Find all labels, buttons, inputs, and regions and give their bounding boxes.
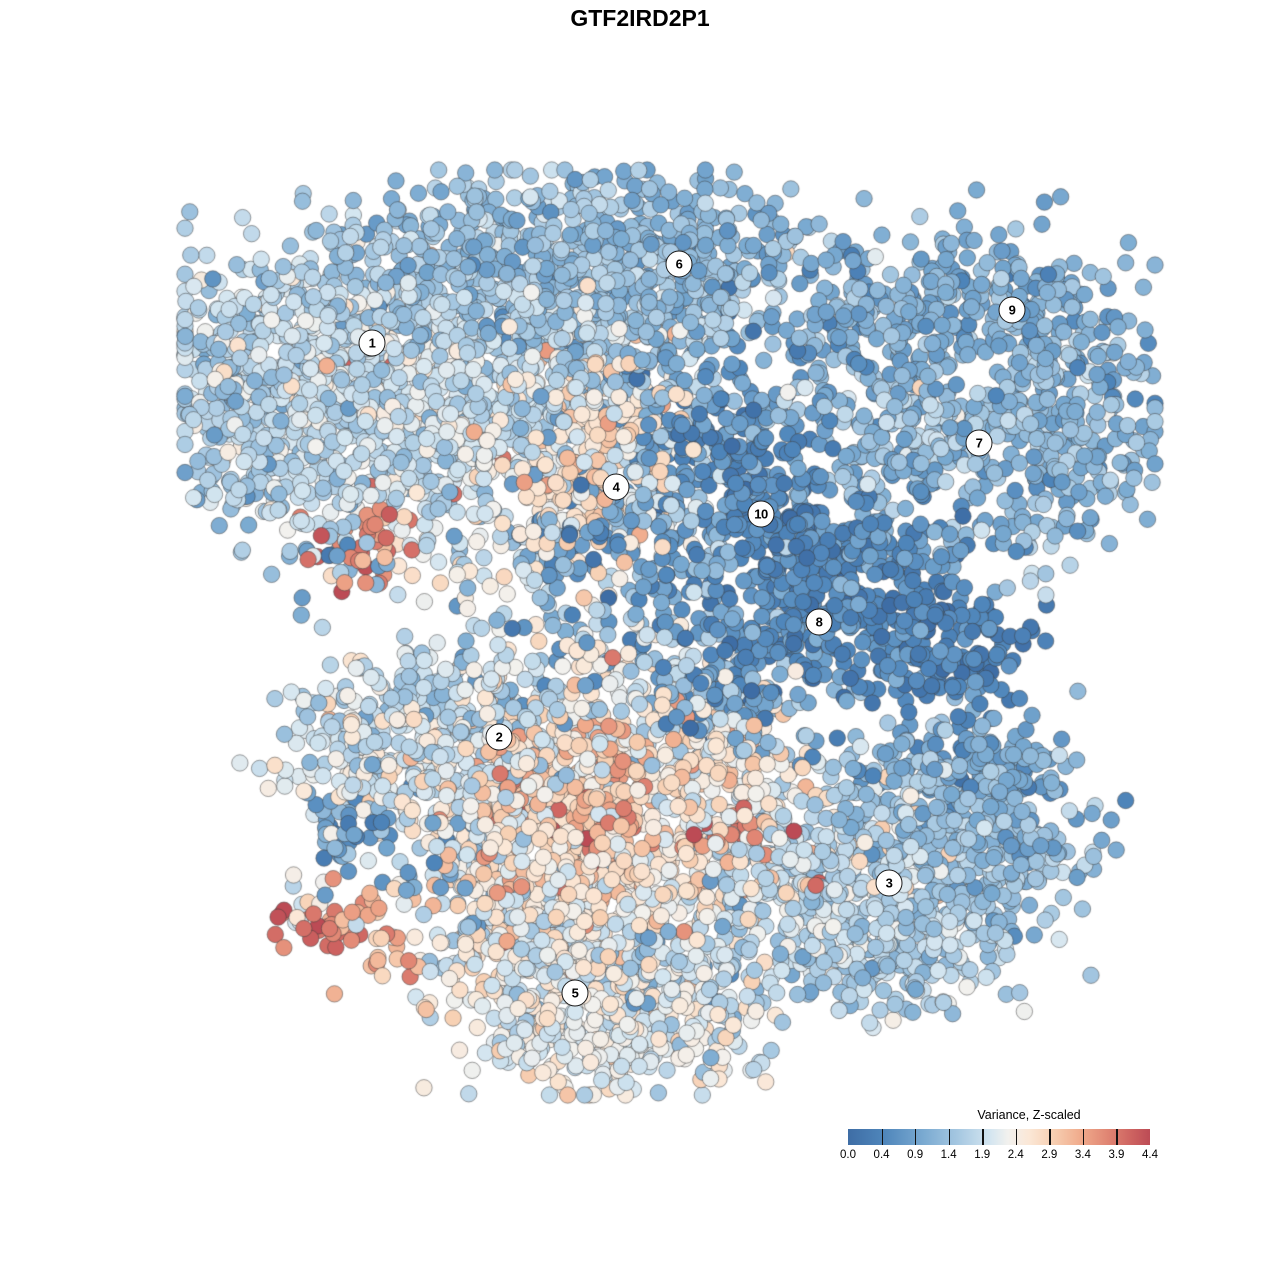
colorbar-tick-label: 0.0 [840,1149,856,1161]
colorbar-tick [881,1129,883,1145]
colorbar-tick [1015,1129,1018,1145]
colorbar-tick-label: 4.4 [1142,1149,1158,1161]
colorbar-tick-labels: 0.0 0.4 0.9 1.4 1.9 2.4 2.9 3.4 3.9 4.4 [840,1148,1158,1166]
colorbar-tick [982,1129,984,1145]
colorbar-tick-label: 0.9 [907,1149,924,1161]
colorbar-tick-label: 1.9 [974,1149,991,1161]
colorbar-tick [915,1129,917,1145]
colorbar-tick-label: 3.9 [1108,1149,1125,1161]
colorbar-tick-label: 0.4 [873,1149,890,1161]
colorbar-title: Variance, Z-scaled [977,1108,1081,1122]
colorbar-tick [948,1129,950,1145]
colorbar-tick-label: 1.4 [940,1149,957,1161]
colorbar-tick-label: 2.9 [1041,1149,1058,1161]
colorbar-tick [1082,1129,1085,1145]
colorbar-gradient [848,1129,1150,1145]
colorbar-tick-label: 3.4 [1074,1149,1091,1161]
colorbar-legend: Variance, Z-scaled 0.0 0.4 0.9 1.4 1.9 2.4 2.9… [840,1108,1158,1166]
colorbar-tick [1049,1129,1051,1145]
colorbar-tick [1116,1129,1118,1145]
chart-title: GTF2IRD2P1 [570,5,710,31]
colorbar-tick-label: 2.4 [1007,1149,1024,1161]
